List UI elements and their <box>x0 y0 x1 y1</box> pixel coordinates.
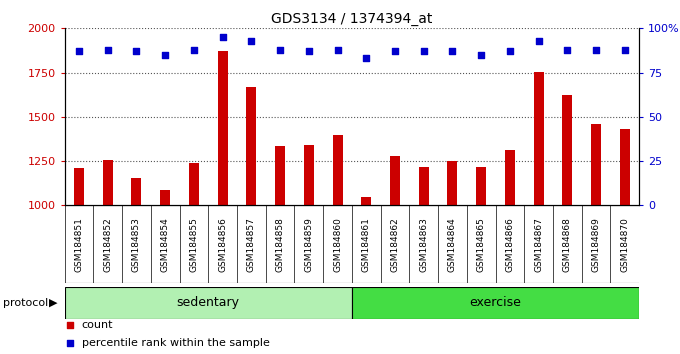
Text: count: count <box>82 320 114 330</box>
Title: GDS3134 / 1374394_at: GDS3134 / 1374394_at <box>271 12 432 26</box>
Point <box>476 52 487 58</box>
Text: GSM184869: GSM184869 <box>592 217 600 272</box>
Text: GSM184867: GSM184867 <box>534 217 543 272</box>
Point <box>188 47 199 52</box>
Bar <box>419 167 429 205</box>
Text: GSM184859: GSM184859 <box>305 217 313 272</box>
Bar <box>103 160 113 205</box>
Text: GSM184854: GSM184854 <box>160 217 169 272</box>
Point <box>332 47 343 52</box>
Point <box>562 47 573 52</box>
Bar <box>333 136 343 205</box>
Bar <box>74 168 84 205</box>
Bar <box>246 87 256 205</box>
Text: GSM184856: GSM184856 <box>218 217 227 272</box>
Bar <box>390 156 400 205</box>
Bar <box>619 129 630 205</box>
Text: GSM184866: GSM184866 <box>505 217 514 272</box>
Text: GSM184858: GSM184858 <box>275 217 284 272</box>
Bar <box>476 167 486 205</box>
Text: GSM184864: GSM184864 <box>448 217 457 272</box>
Text: GSM184857: GSM184857 <box>247 217 256 272</box>
Point <box>619 47 630 52</box>
Point <box>65 322 75 328</box>
Point <box>533 38 544 44</box>
Text: GSM184861: GSM184861 <box>362 217 371 272</box>
Point <box>217 34 228 40</box>
Bar <box>352 287 639 319</box>
Bar <box>304 145 314 205</box>
Text: GSM184863: GSM184863 <box>420 217 428 272</box>
Text: exercise: exercise <box>470 296 522 309</box>
Bar <box>218 51 228 205</box>
Bar <box>505 150 515 205</box>
Text: GSM184851: GSM184851 <box>75 217 84 272</box>
Bar <box>275 146 285 205</box>
Text: GSM184852: GSM184852 <box>103 217 112 272</box>
Bar <box>131 178 141 205</box>
Bar <box>534 72 544 205</box>
Point <box>102 47 113 52</box>
Bar <box>447 161 458 205</box>
Bar <box>562 95 573 205</box>
Bar <box>591 124 601 205</box>
Point <box>591 47 602 52</box>
Text: percentile rank within the sample: percentile rank within the sample <box>82 338 270 348</box>
Text: GSM184865: GSM184865 <box>477 217 486 272</box>
Point <box>160 52 171 58</box>
Point <box>505 48 515 54</box>
Bar <box>65 287 352 319</box>
Text: protocol: protocol <box>3 298 49 308</box>
Bar <box>189 163 199 205</box>
Text: GSM184862: GSM184862 <box>390 217 399 272</box>
Text: GSM184855: GSM184855 <box>190 217 199 272</box>
Point <box>275 47 286 52</box>
Point <box>418 48 429 54</box>
Bar <box>361 198 371 205</box>
Bar <box>160 190 170 205</box>
Text: ▶: ▶ <box>49 298 57 308</box>
Point <box>246 38 257 44</box>
Text: GSM184853: GSM184853 <box>132 217 141 272</box>
Point <box>73 48 84 54</box>
Point <box>390 48 401 54</box>
Point <box>303 48 314 54</box>
Text: GSM184860: GSM184860 <box>333 217 342 272</box>
Point <box>131 48 142 54</box>
Text: sedentary: sedentary <box>177 296 240 309</box>
Point <box>447 48 458 54</box>
Point <box>361 56 372 61</box>
Text: GSM184870: GSM184870 <box>620 217 629 272</box>
Text: GSM184868: GSM184868 <box>563 217 572 272</box>
Point <box>65 340 75 346</box>
